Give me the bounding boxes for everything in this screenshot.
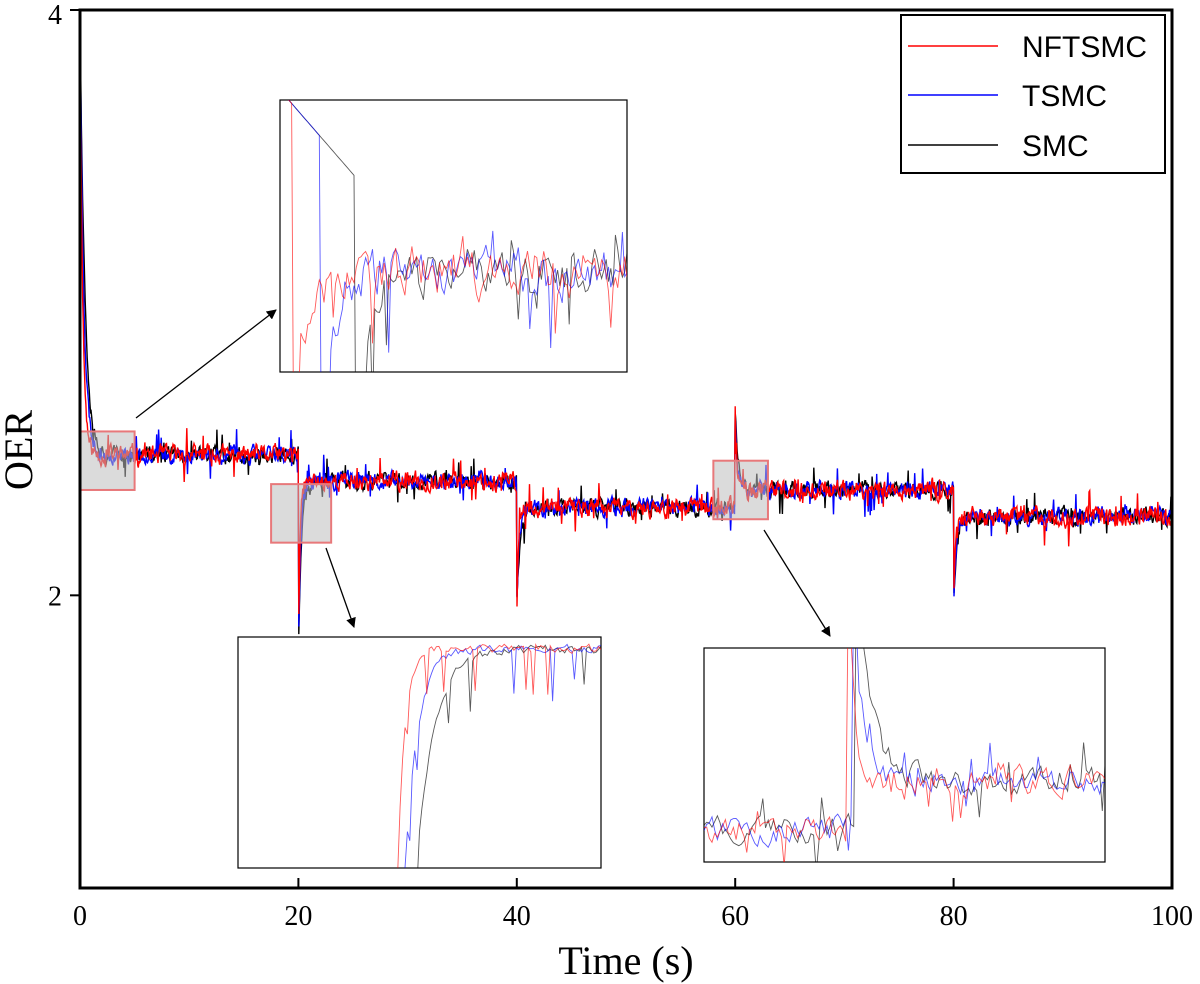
inset-2: [237, 636, 602, 869]
legend-label-tsmc: TSMC: [1022, 80, 1107, 113]
zoom-arrow-1: [135, 309, 277, 419]
y-tick-label: 2: [48, 581, 62, 612]
main-plot-lines: [79, 13, 1173, 635]
x-tick-label: 60: [721, 901, 749, 932]
x-tick-label: 20: [284, 901, 312, 932]
legend-box: [900, 14, 1166, 174]
series-line-tsmc: [79, 13, 1173, 627]
zoom-arrow-3: [763, 529, 831, 637]
zoom-box-1: [79, 430, 136, 491]
x-tick-label: 80: [940, 901, 968, 932]
inset-frame-1: [279, 99, 628, 373]
x-axis-title: Time (s): [558, 938, 693, 983]
inset-1: [279, 99, 628, 373]
x-tick-label: 0: [73, 901, 87, 932]
y-axis-title: OER: [0, 410, 41, 490]
zoom-arrows: [135, 309, 831, 637]
zoom-box-2: [270, 483, 333, 544]
inset-3-line-nftsmc: [704, 648, 1105, 862]
inset-3-line-smc: [704, 648, 1105, 862]
inset-1-line-tsmc: [288, 100, 627, 372]
plot-frame: [78, 8, 1174, 890]
inset-2-line-tsmc: [404, 643, 601, 868]
inset-3-line-tsmc: [704, 648, 1105, 851]
zoom-arrow-2: [325, 547, 356, 628]
inset-panels: [237, 99, 1106, 869]
x-tick-label: 100: [1151, 901, 1193, 932]
y-axis-ticks: 24: [48, 0, 80, 612]
inset-1-line-nftsmc: [288, 100, 627, 372]
legend-label-nftsmc: NFTSMC: [1022, 31, 1147, 64]
x-axis-ticks: 0 20 40 60 80 100: [73, 878, 1193, 932]
legend: NFTSMC TSMC SMC: [900, 14, 1166, 174]
inset-2-line-nftsmc: [397, 642, 601, 868]
legend-label-smc: SMC: [1022, 130, 1089, 163]
inset-3: [703, 647, 1106, 863]
x-tick-label: 40: [503, 901, 531, 932]
zoom-region-boxes: [79, 430, 769, 544]
inset-1-line-smc: [288, 100, 627, 372]
y-tick-label: 4: [48, 0, 62, 31]
series-line-nftsmc: [79, 13, 1173, 615]
zoom-box-3: [712, 459, 769, 521]
